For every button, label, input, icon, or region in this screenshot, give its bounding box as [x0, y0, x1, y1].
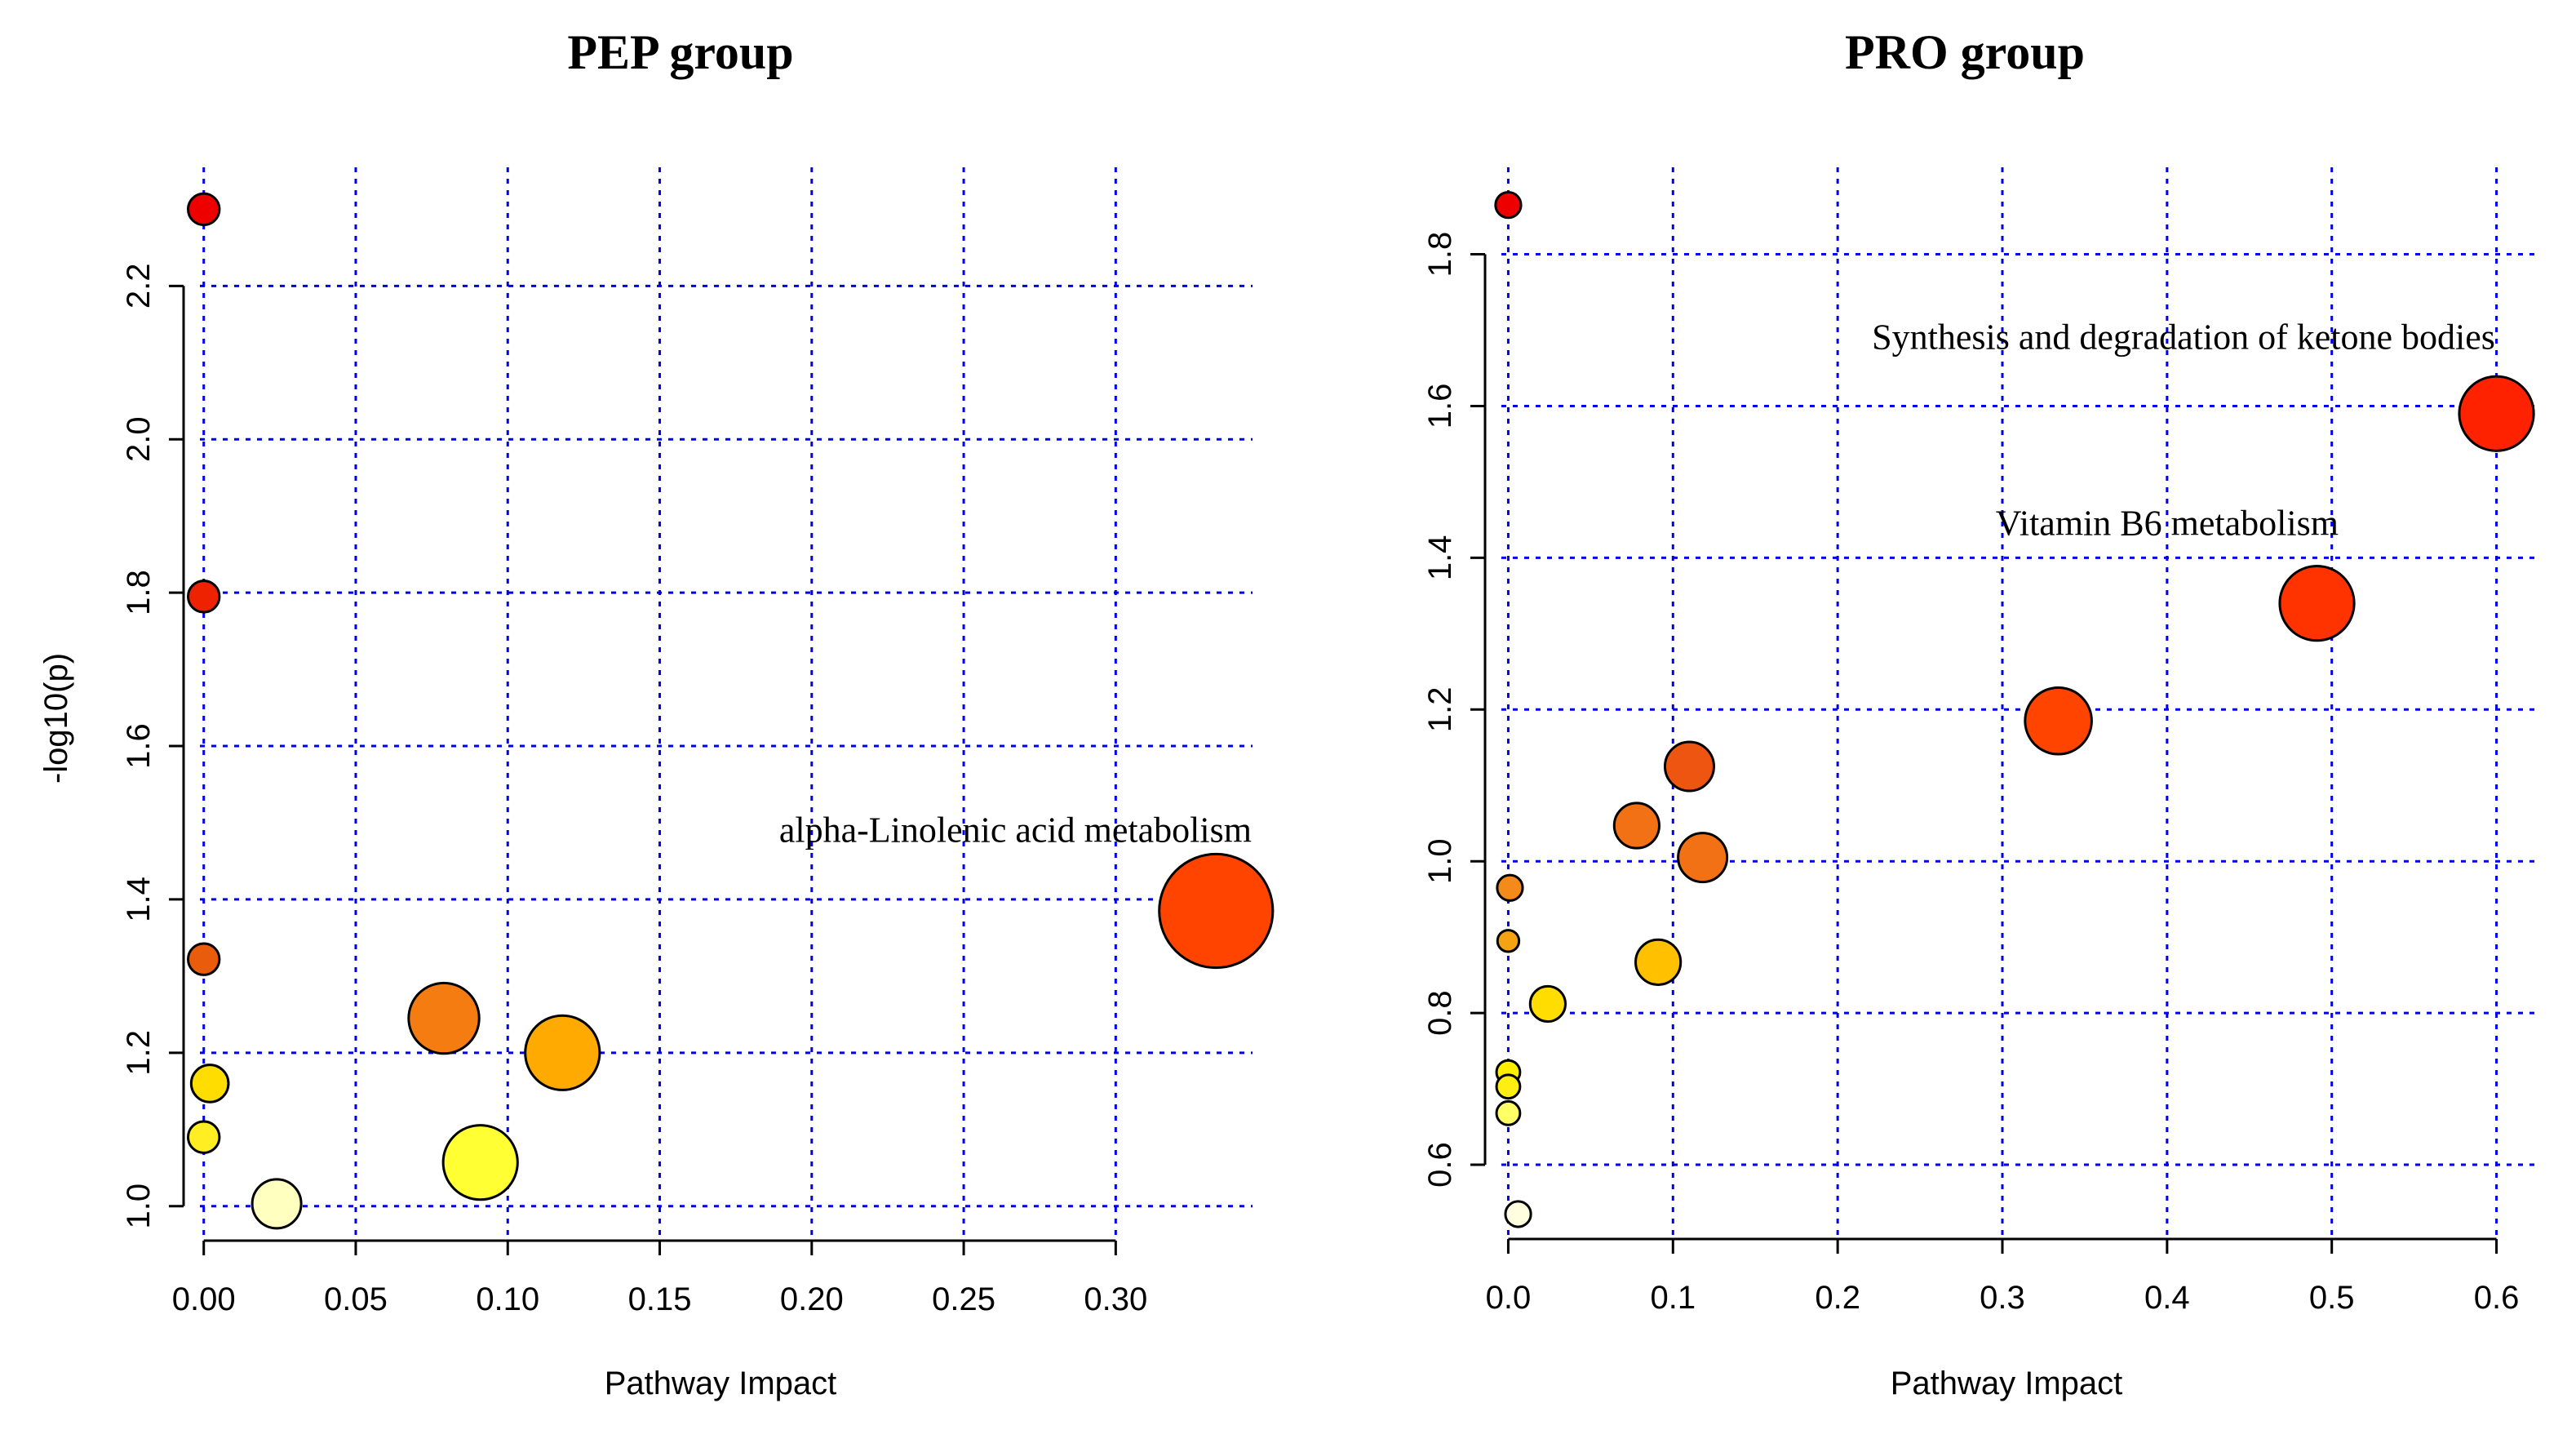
- pep-x-tick-label: 0.05: [324, 1281, 388, 1317]
- pep-x-tick-label: 0.20: [780, 1281, 844, 1317]
- pro-axes: [1470, 253, 2498, 1254]
- pep-y-tick-label: 2.2: [121, 264, 157, 309]
- pro-y-tick-label: 1.2: [1422, 686, 1458, 732]
- pro-x-tick-label: 0.5: [2309, 1280, 2355, 1316]
- pep-y-tick-label: 1.0: [121, 1184, 157, 1229]
- pro-y-ticks: 0.6 0.8 1.0 1.2 1.4 1.6 1.8: [1422, 232, 1458, 1188]
- pep-data-point: [251, 1178, 303, 1230]
- pep-annotation: alpha-Linolenic acid metabolism: [779, 810, 1252, 850]
- pro-data-point: [1504, 1200, 1532, 1228]
- pro-y-tick-label: 1.4: [1422, 535, 1458, 581]
- pep-y-tick-label: 1.6: [121, 723, 157, 769]
- pro-data-point: [1495, 1099, 1522, 1126]
- pro-chart-title: PRO group: [1845, 25, 2085, 79]
- pro-annotation: Vitamin B6 metabolism: [1996, 503, 2339, 543]
- pro-data-point: [2024, 686, 2093, 756]
- pep-y-tick-label: 1.4: [121, 877, 157, 922]
- pro-x-tick-label: 0.4: [2144, 1280, 2190, 1316]
- pep-gridlines: [200, 167, 1253, 1241]
- pep-data-point: [441, 1124, 519, 1201]
- pep-data-point: [1158, 852, 1275, 970]
- pro-data-point: [1496, 873, 1524, 902]
- pep-x-tick-label: 0.30: [1084, 1281, 1147, 1317]
- pro-chart-panel: PRO group 0.0 0.1 0.2 0.3 0.4 0.5 0.6 0.6 0.8 1.…: [1422, 25, 2538, 1401]
- pep-data-point: [187, 1120, 221, 1154]
- pro-data-point: [1612, 802, 1660, 850]
- pro-y-tick-label: 1.8: [1422, 232, 1458, 278]
- pro-data-point: [1528, 984, 1567, 1024]
- pep-data-point: [187, 192, 221, 227]
- pep-axes: [169, 284, 1117, 1255]
- pep-x-tick-label: 0.00: [172, 1281, 236, 1317]
- pep-y-tick-label: 2.0: [121, 416, 157, 462]
- pep-y-tick-label: 1.2: [121, 1030, 157, 1076]
- pro-data-point: [1634, 938, 1683, 986]
- pro-data-point: [1663, 740, 1715, 793]
- pep-data-point: [187, 942, 221, 976]
- pro-y-tick-label: 1.6: [1422, 384, 1458, 429]
- pep-x-axis-label: Pathway Impact: [605, 1366, 837, 1401]
- pro-data-point: [2278, 565, 2356, 642]
- pep-y-tick-label: 1.8: [121, 570, 157, 615]
- pep-data-points: [187, 192, 1275, 1230]
- pep-x-tick-label: 0.25: [932, 1281, 995, 1317]
- pep-data-point: [524, 1014, 601, 1091]
- pro-x-tick-label: 0.3: [1980, 1280, 2025, 1316]
- pep-chart-title: PEP group: [567, 25, 793, 79]
- pro-data-point: [1496, 929, 1521, 953]
- pro-data-point: [1494, 191, 1523, 220]
- pro-x-tick-label: 0.6: [2474, 1280, 2520, 1316]
- pep-data-point: [187, 580, 221, 614]
- pep-x-ticks: 0.00 0.05 0.10 0.15 0.20 0.25 0.30: [172, 1281, 1148, 1317]
- pro-y-tick-label: 0.6: [1422, 1142, 1458, 1188]
- pro-x-tick-label: 0.0: [1486, 1280, 1532, 1316]
- pro-x-ticks: 0.0 0.1 0.2 0.3 0.4 0.5 0.6: [1486, 1280, 2520, 1316]
- pro-y-tick-label: 1.0: [1422, 838, 1458, 884]
- pro-data-point: [2458, 375, 2535, 452]
- pep-y-ticks: 1.0 1.2 1.4 1.6 1.8 2.0 2.2: [121, 264, 157, 1229]
- pep-data-point: [407, 981, 481, 1055]
- pro-y-tick-label: 0.8: [1422, 990, 1458, 1036]
- pro-data-point: [1677, 832, 1729, 884]
- pro-x-tick-label: 0.1: [1650, 1280, 1696, 1316]
- pep-annotations: alpha-Linolenic acid metabolism: [779, 810, 1252, 850]
- pro-data-point: [1495, 1073, 1522, 1100]
- pro-annotations: Synthesis and degradation of ketone bodi…: [1872, 318, 2495, 544]
- pep-y-axis-label: -log10(p): [38, 653, 74, 784]
- pro-x-axis-label: Pathway Impact: [1891, 1366, 2123, 1401]
- pep-x-tick-label: 0.10: [476, 1281, 539, 1317]
- pep-chart-panel: PEP group 0.00 0.05 0.10 0.15 0.20 0.25 0.30 1…: [38, 25, 1275, 1401]
- pro-data-points: [1494, 191, 2535, 1228]
- pep-x-tick-label: 0.15: [628, 1281, 692, 1317]
- pep-data-point: [189, 1064, 230, 1104]
- pro-annotation: Synthesis and degradation of ketone bodi…: [1872, 318, 2495, 358]
- pro-x-tick-label: 0.2: [1815, 1280, 1860, 1316]
